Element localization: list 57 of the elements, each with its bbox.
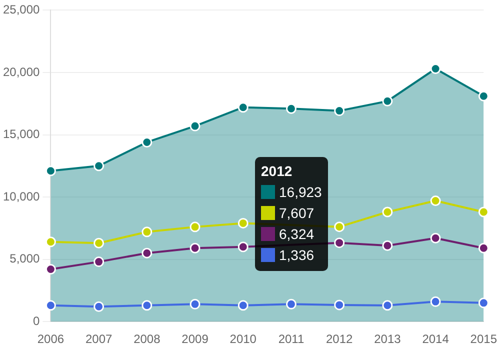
point — [382, 300, 393, 311]
y-tick-label: 15,000 — [3, 127, 40, 142]
annotation: 2012 — [261, 162, 294, 181]
point — [238, 218, 248, 228]
x-tick-label: 2014 — [422, 332, 450, 346]
y-tick-label: 25,000 — [3, 2, 40, 17]
y-tick-label: 10,000 — [3, 189, 40, 204]
x-tick-label: 2011 — [278, 332, 304, 346]
point — [334, 300, 345, 310]
point — [478, 206, 489, 218]
point — [334, 238, 345, 248]
point — [45, 264, 56, 275]
point — [238, 102, 248, 113]
point — [142, 248, 152, 258]
point — [45, 166, 56, 176]
point — [382, 206, 393, 218]
x-tick-label: 2012 — [326, 332, 354, 346]
annotation: 16,923 — [279, 184, 322, 200]
point — [45, 236, 56, 248]
point — [238, 300, 248, 311]
point — [382, 240, 393, 251]
annotation: 7,607 — [279, 205, 314, 221]
x-tick-label: 2009 — [182, 332, 209, 346]
point — [478, 298, 489, 308]
y-tick-label: 20,000 — [3, 64, 40, 79]
point — [430, 296, 441, 307]
point — [382, 96, 393, 106]
point — [334, 222, 345, 232]
point — [430, 232, 441, 244]
annotation: 1,336 — [279, 247, 314, 263]
x-tick-label: 2010 — [230, 332, 257, 346]
point — [45, 300, 56, 311]
point — [142, 300, 152, 311]
point — [94, 301, 104, 312]
point — [94, 238, 104, 248]
point — [478, 90, 489, 102]
x-tick-label: 2008 — [134, 332, 161, 346]
point — [190, 120, 200, 132]
x-tick-label: 2007 — [85, 332, 112, 346]
point — [334, 106, 345, 116]
point — [190, 298, 200, 310]
x-tick-label: 2013 — [374, 332, 402, 346]
point — [286, 298, 296, 310]
point — [286, 103, 296, 114]
point — [94, 256, 104, 268]
x-tick-label: 2006 — [37, 332, 64, 346]
annotation: 6,324 — [279, 226, 314, 242]
x-tick-label: 2015 — [470, 332, 498, 346]
point — [430, 196, 441, 206]
point — [478, 242, 489, 254]
y-tick-label: 5,000 — [10, 252, 40, 266]
y-tick-label: 0 — [33, 314, 40, 328]
point — [190, 242, 200, 254]
point — [142, 226, 152, 238]
point — [190, 222, 200, 232]
point — [94, 160, 104, 172]
point — [238, 242, 248, 252]
